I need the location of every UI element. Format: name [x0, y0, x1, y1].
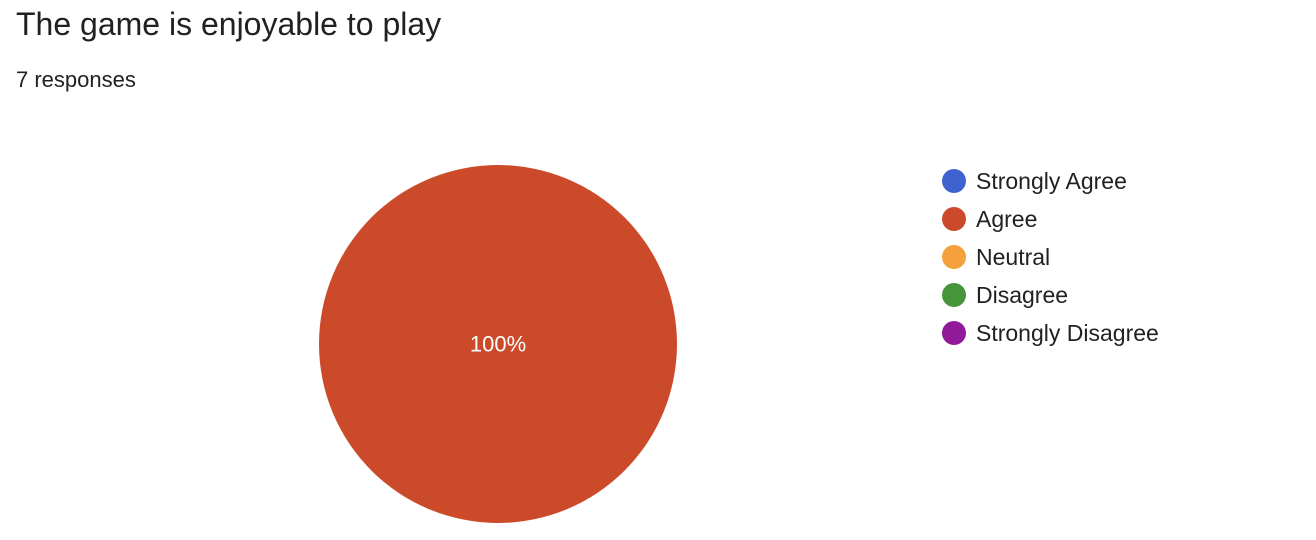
pie-slices — [319, 165, 677, 523]
legend-label: Strongly Disagree — [976, 320, 1159, 346]
response-count: 7 responses — [16, 67, 136, 92]
legend-swatch — [942, 321, 966, 345]
legend-label: Strongly Agree — [976, 168, 1127, 194]
chart-legend: Strongly Agree Agree Neutral Disagree Strong… — [942, 162, 1159, 352]
legend-swatch — [942, 283, 966, 307]
legend-item-strongly-disagree: Strongly Disagree — [942, 314, 1159, 352]
legend-label: Disagree — [976, 282, 1069, 308]
legend-item-strongly-agree: Strongly Agree — [942, 162, 1159, 200]
legend-label: Neutral — [976, 244, 1051, 270]
legend-item-disagree: Disagree — [942, 276, 1159, 314]
pie-data-labels: 100% — [470, 332, 526, 357]
legend-swatch — [942, 207, 966, 231]
legend-label: Agree — [976, 206, 1038, 232]
legend-item-neutral: Neutral — [942, 238, 1159, 276]
question-title: The game is enjoyable to play — [16, 6, 442, 42]
pie-slice-agree — [319, 165, 677, 523]
pie-data-label: 100% — [470, 332, 526, 357]
legend-swatch — [942, 245, 966, 269]
legend-item-agree: Agree — [942, 200, 1159, 238]
legend-swatch — [942, 169, 966, 193]
